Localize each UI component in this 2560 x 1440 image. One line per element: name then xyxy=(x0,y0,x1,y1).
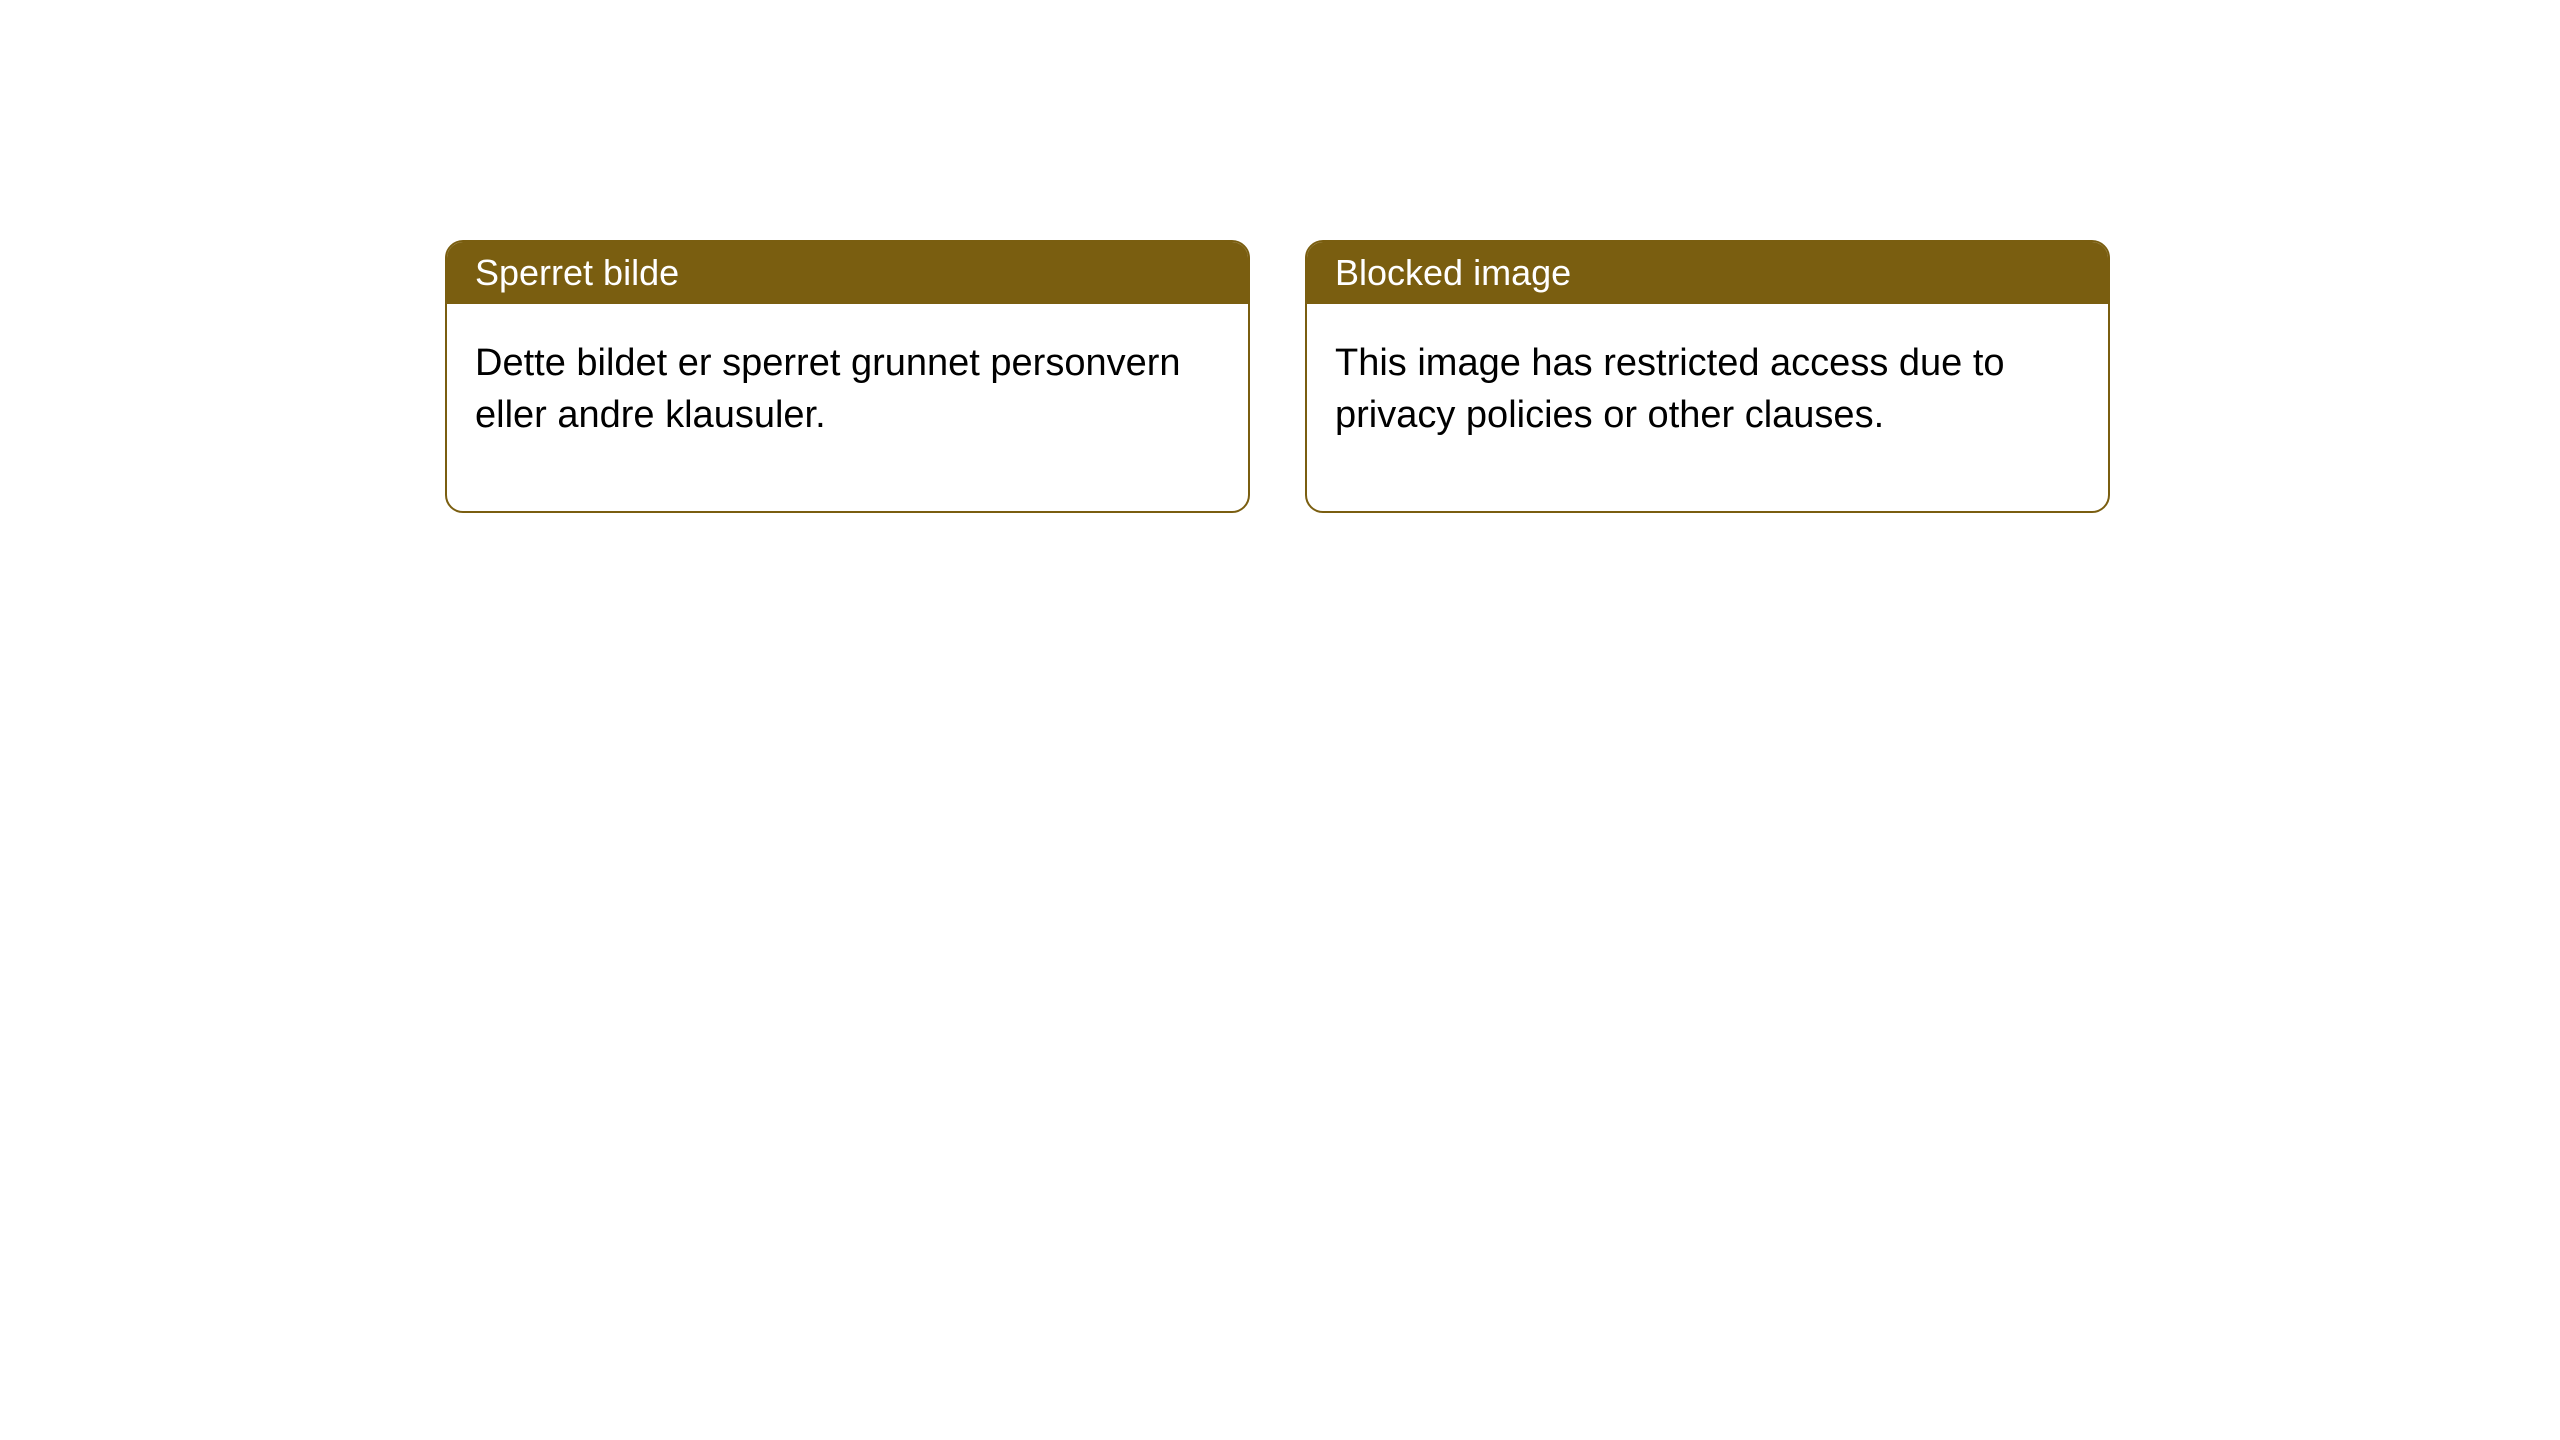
card-body-text: This image has restricted access due to … xyxy=(1335,342,2005,436)
card-body: This image has restricted access due to … xyxy=(1307,304,2108,511)
card-title: Sperret bilde xyxy=(475,252,679,293)
notice-cards-container: Sperret bilde Dette bildet er sperret gr… xyxy=(445,240,2110,513)
notice-card-english: Blocked image This image has restricted … xyxy=(1305,240,2110,513)
card-body: Dette bildet er sperret grunnet personve… xyxy=(447,304,1248,511)
card-body-text: Dette bildet er sperret grunnet personve… xyxy=(475,342,1181,436)
card-title: Blocked image xyxy=(1335,252,1571,293)
card-header: Blocked image xyxy=(1307,242,2108,304)
card-header: Sperret bilde xyxy=(447,242,1248,304)
notice-card-norwegian: Sperret bilde Dette bildet er sperret gr… xyxy=(445,240,1250,513)
